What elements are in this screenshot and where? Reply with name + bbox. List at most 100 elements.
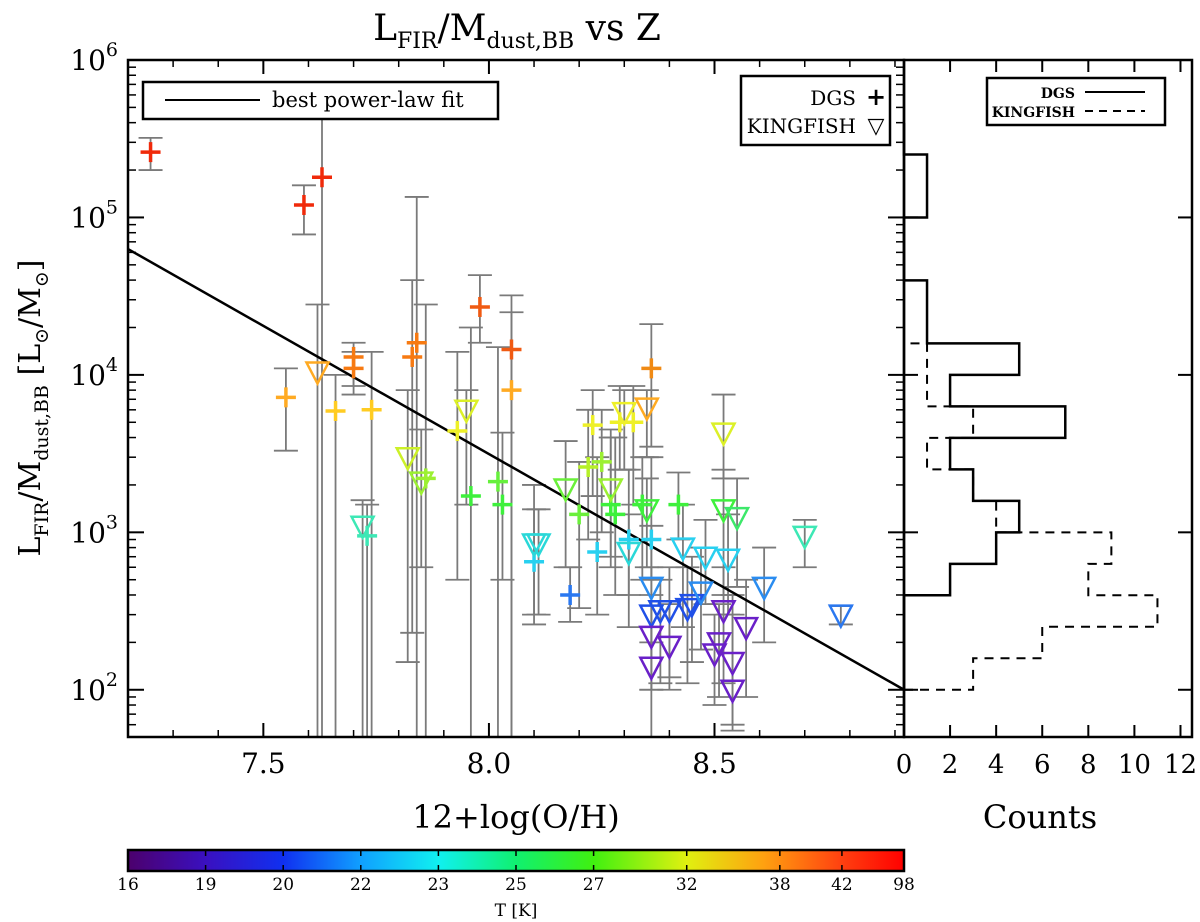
dgs-point bbox=[460, 486, 481, 507]
dgs-point bbox=[587, 541, 608, 562]
fit-legend-label: best power-law fit bbox=[272, 88, 464, 112]
dgs-point bbox=[641, 358, 662, 379]
dgs-point bbox=[618, 529, 639, 550]
dgs-point bbox=[469, 296, 490, 317]
dgs-point bbox=[668, 494, 689, 515]
colorbar-tick-label: 20 bbox=[272, 875, 294, 895]
main-plot: 7.5 8.0 8.5 102 103 104 105 106 bbox=[70, 39, 906, 780]
y-tick-label: 103 bbox=[70, 511, 118, 549]
y-tick-label: 106 bbox=[70, 39, 118, 77]
colorbar-label: T [K] bbox=[495, 901, 538, 921]
dgs-point bbox=[487, 471, 508, 492]
histogram-x-label: Counts bbox=[983, 798, 1097, 836]
kingfish-point bbox=[656, 599, 683, 625]
dgs-point bbox=[578, 456, 599, 477]
dgs-point bbox=[343, 346, 364, 367]
x-axis-ticks: 7.5 8.0 8.5 bbox=[127, 60, 896, 780]
histogram-frame bbox=[902, 58, 1194, 739]
kingfish-point bbox=[710, 599, 737, 625]
kingfish-point bbox=[408, 471, 435, 497]
fit-line bbox=[127, 247, 905, 691]
kingfish-point bbox=[633, 499, 660, 525]
kingfish-point bbox=[692, 546, 719, 572]
kingfish-point bbox=[705, 632, 733, 658]
hist-x-tick-label: 10 bbox=[1118, 750, 1151, 780]
dgs-point bbox=[600, 494, 621, 515]
kingfish-point bbox=[611, 401, 638, 427]
kingfish-point bbox=[633, 397, 660, 423]
hist-legend-dgs-label: DGS bbox=[1041, 86, 1075, 102]
dgs-point bbox=[560, 584, 581, 605]
dgs-point bbox=[447, 421, 468, 442]
dgs-point bbox=[361, 399, 382, 420]
y-tick-label: 105 bbox=[70, 196, 118, 234]
dgs-point bbox=[569, 504, 590, 525]
kingfish-point bbox=[525, 533, 552, 559]
legend-dgs-label: DGS bbox=[810, 86, 856, 110]
dgs-point bbox=[406, 332, 427, 353]
kingfish-point bbox=[791, 525, 818, 551]
colorbar-tick-label: 38 bbox=[769, 875, 791, 895]
x-axis-label: 12+log(O/H) bbox=[412, 798, 619, 836]
kingfish-point bbox=[656, 635, 683, 661]
kingfish-point bbox=[710, 422, 737, 448]
colorbar-tick-label: 23 bbox=[428, 875, 450, 895]
dgs-point bbox=[501, 380, 522, 401]
dgs-point bbox=[591, 451, 612, 472]
kingfish-point bbox=[304, 361, 331, 387]
colorbar-tick-label: 32 bbox=[676, 875, 698, 895]
y-tick-label: 104 bbox=[70, 354, 118, 392]
x-tick-label: 8.0 bbox=[467, 747, 512, 780]
histogram-plot: 0 2 4 6 8 10 12 bbox=[896, 58, 1197, 780]
y-axis-label: LFIR/Mdust,BB [L⊙/M⊙] bbox=[13, 259, 53, 556]
dgs-point bbox=[275, 387, 296, 408]
colorbar: 16 19 20 22 23 25 27 32 38 42 98 T [K] bbox=[117, 848, 915, 921]
colorbar-tick-label: 27 bbox=[583, 875, 605, 895]
dgs-point bbox=[582, 415, 603, 436]
dgs-point bbox=[402, 346, 423, 367]
hist-x-tick-label: 0 bbox=[896, 750, 913, 780]
kingfish-point bbox=[724, 506, 751, 532]
dgs-point bbox=[605, 504, 626, 525]
y-axis-ticks: 102 103 104 105 106 bbox=[70, 39, 904, 726]
kingfish-point bbox=[714, 548, 742, 574]
data-points bbox=[140, 142, 854, 705]
histogram-legend: DGS KINGFISH bbox=[985, 76, 1167, 127]
kingfish-point bbox=[719, 679, 746, 705]
kingfish-point bbox=[638, 576, 665, 602]
kingfish-point bbox=[394, 446, 421, 472]
kingfish-point bbox=[453, 399, 480, 425]
legend-kingfish-label: KINGFISH bbox=[747, 114, 856, 138]
kingfish-point bbox=[827, 604, 854, 630]
dgs-point bbox=[501, 339, 522, 360]
dgs-point bbox=[312, 167, 332, 188]
kingfish-point bbox=[638, 625, 665, 651]
colorbar-tick-label: 22 bbox=[350, 875, 372, 895]
kingfish-point bbox=[710, 499, 737, 525]
kingfish-point bbox=[349, 515, 376, 541]
x-tick-label: 8.5 bbox=[692, 747, 737, 780]
kingfish-point bbox=[719, 651, 746, 677]
dgs-point bbox=[325, 400, 346, 421]
histogram-ticks: 0 2 4 6 8 10 12 bbox=[896, 59, 1197, 780]
dgs-point bbox=[140, 142, 161, 163]
hist-x-tick-label: 2 bbox=[942, 750, 959, 780]
hist-legend-kingfish-label: KINGFISH bbox=[992, 105, 1075, 121]
hist-x-tick-label: 4 bbox=[988, 750, 1005, 780]
dgs-point bbox=[293, 194, 314, 215]
colorbar-tick-label: 42 bbox=[831, 875, 853, 895]
kingfish-point bbox=[597, 478, 624, 504]
dgs-point bbox=[641, 529, 662, 550]
main-plot-frame bbox=[126, 58, 906, 739]
hist-x-tick-label: 6 bbox=[1034, 750, 1051, 780]
hist-x-tick-label: 8 bbox=[1080, 750, 1097, 780]
legend-dgs-marker: + bbox=[866, 82, 886, 111]
fit-legend: best power-law fit bbox=[141, 80, 500, 121]
colorbar-tick-label: 25 bbox=[505, 875, 527, 895]
colorbar-ticks: 16 19 20 22 23 25 27 32 38 42 98 bbox=[117, 850, 915, 895]
colorbar-tick-label: 16 bbox=[117, 875, 139, 895]
legend-kingfish-marker: ▽ bbox=[868, 114, 885, 139]
y-tick-label: 102 bbox=[70, 669, 118, 707]
kingfish-point bbox=[552, 478, 579, 504]
